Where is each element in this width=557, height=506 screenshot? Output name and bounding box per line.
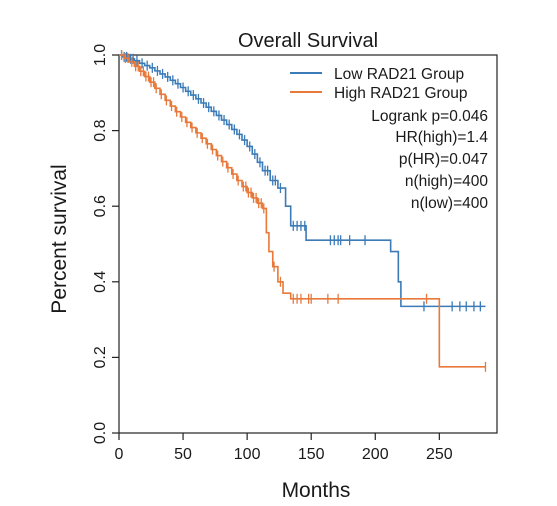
y-tick-label: 0.4	[92, 271, 109, 293]
survival-curve	[119, 54, 486, 368]
series-layer	[119, 50, 487, 372]
y-tick-label: 0.2	[92, 346, 109, 368]
axis-ticks: 0 50 100 150 200 250 0.0 0.2 0.4 0.6 0.8 1.0	[92, 44, 453, 463]
chart-title: Overall Survival	[238, 30, 378, 52]
legend: Low RAD21 Group High RAD21 Group	[290, 66, 468, 102]
stats-annotations: Logrank p=0.046 HR(high)=1.4 p(HR)=0.047…	[371, 108, 488, 212]
y-axis-label: Percent survival	[48, 164, 71, 313]
legend-label-high: High RAD21 Group	[334, 85, 468, 102]
y-tick-label: 0.6	[92, 195, 109, 217]
annotation-n-high: n(high)=400	[405, 173, 489, 190]
annotation-n-low: n(low)=400	[411, 195, 488, 212]
annotation-hr: HR(high)=1.4	[395, 129, 488, 146]
x-tick-label: 250	[426, 446, 453, 463]
plot-border	[118, 54, 498, 434]
y-tick-label: 0.0	[92, 422, 109, 444]
series-group-1	[119, 50, 487, 372]
x-tick-label: 150	[298, 446, 325, 463]
legend-label-low: Low RAD21 Group	[334, 66, 464, 83]
y-tick-label: 1.0	[92, 44, 109, 66]
x-tick-label: 0	[115, 446, 124, 463]
x-tick-label: 50	[174, 446, 192, 463]
x-tick-label: 100	[234, 446, 261, 463]
annotation-phr: p(HR)=0.047	[399, 151, 488, 168]
y-tick-label: 0.8	[92, 119, 109, 141]
x-tick-label: 200	[362, 446, 389, 463]
x-axis-label: Months	[282, 479, 351, 502]
annotation-logrank: Logrank p=0.046	[371, 108, 488, 125]
